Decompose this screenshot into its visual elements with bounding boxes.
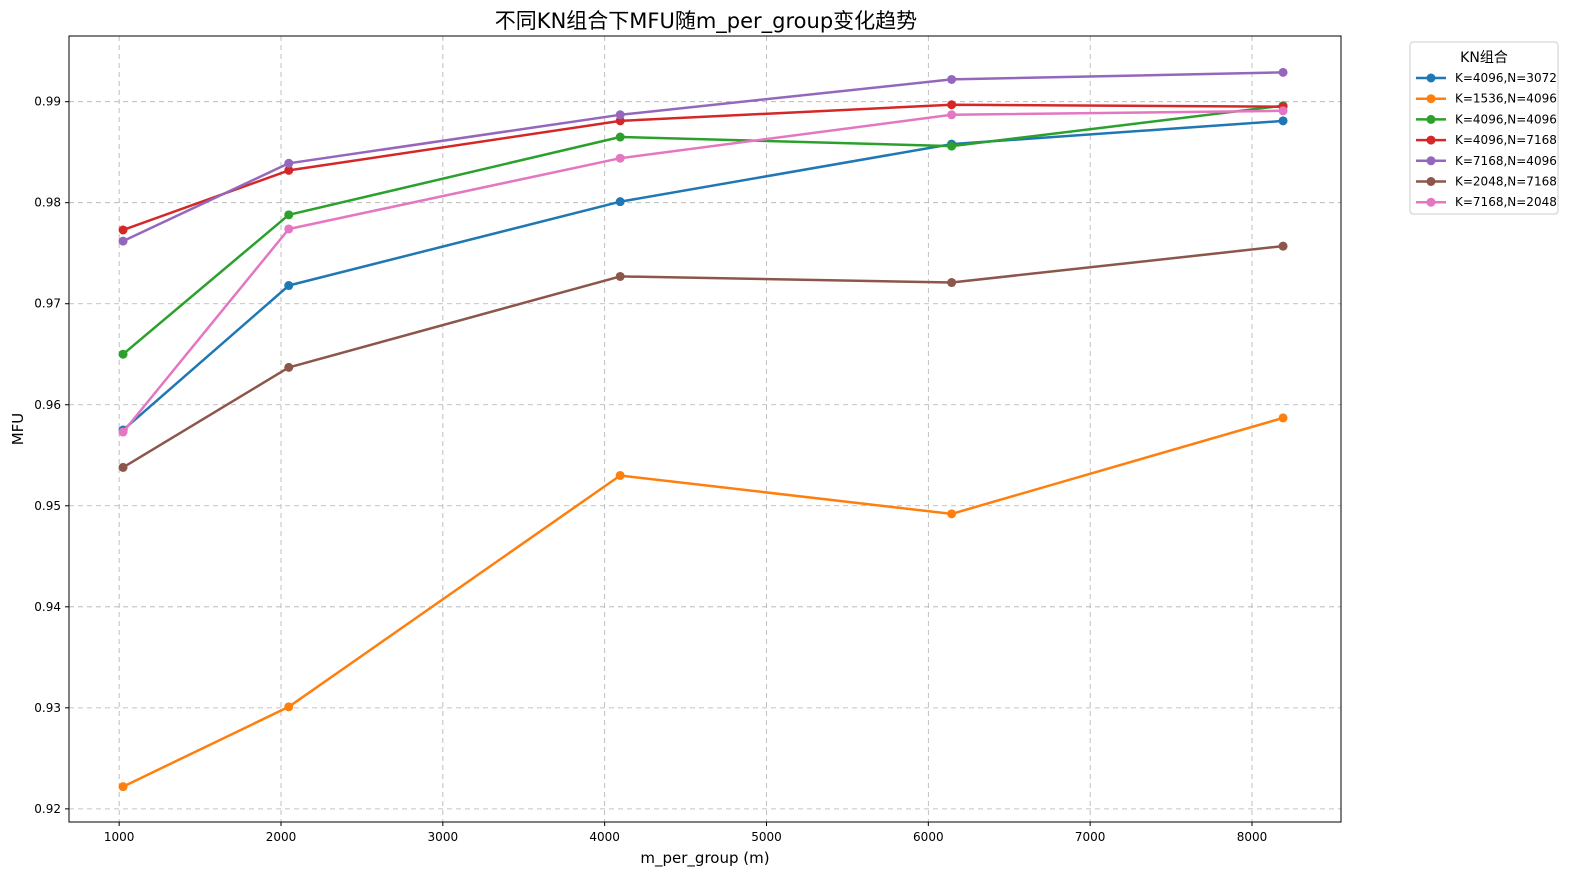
- x-tick-label: 1000: [104, 830, 135, 844]
- legend-item: K=2048,N=7168: [1416, 175, 1557, 189]
- series-line: [122, 244, 1284, 469]
- data-point: [284, 165, 294, 175]
- grid: [69, 36, 1341, 822]
- x-tick-label: 5000: [751, 830, 782, 844]
- data-point: [284, 158, 294, 168]
- data-point: [118, 349, 128, 359]
- legend-swatch-marker: [1426, 73, 1436, 83]
- data-point: [1278, 413, 1288, 423]
- data-point: [947, 100, 957, 110]
- legend-swatch-marker: [1426, 177, 1436, 186]
- series-3: [118, 101, 1288, 359]
- data-point: [1278, 67, 1288, 77]
- data-point: [284, 224, 294, 234]
- legend-label: K=7168,N=2048: [1455, 195, 1557, 209]
- data-point: [947, 141, 957, 151]
- legend-title: KN组合: [1460, 50, 1508, 66]
- y-axis: 0.92 0.93 0.94 0.95 0.96 0.97 0.98 0.99: [34, 95, 69, 816]
- series-line: [122, 71, 1284, 243]
- data-point: [947, 509, 957, 519]
- legend-item: K=1536,N=4096: [1416, 92, 1557, 106]
- y-tick-label: 0.96: [34, 398, 61, 412]
- data-point: [947, 110, 957, 120]
- y-tick-label: 0.92: [34, 802, 61, 816]
- legend-swatch-marker: [1426, 114, 1436, 124]
- legend-item: K=4096,N=7168: [1416, 133, 1557, 147]
- y-tick-label: 0.97: [34, 297, 61, 311]
- legend-item: K=4096,N=4096: [1416, 112, 1557, 126]
- data-point: [947, 278, 957, 288]
- legend-swatch-marker: [1426, 197, 1436, 207]
- legend-items: K=4096,N=3072 K=1536,N=4096 K=4096,N=4096 K…: [1416, 71, 1557, 209]
- legend-item: K=7168,N=4096: [1416, 154, 1557, 168]
- legend-swatch-marker: [1426, 156, 1436, 166]
- data-point: [947, 74, 957, 84]
- data-point: [615, 153, 625, 163]
- legend-frame: [1409, 41, 1559, 215]
- data-point: [118, 236, 128, 246]
- x-tick-label: 8000: [1237, 830, 1268, 844]
- data-point: [284, 362, 294, 372]
- data-point: [1278, 241, 1288, 251]
- series-line: [122, 119, 1284, 431]
- x-tick-label: 6000: [913, 830, 944, 844]
- data-point: [118, 427, 128, 437]
- series-5: [118, 67, 1288, 246]
- data-point: [615, 197, 625, 207]
- legend-label: K=4096,N=7168: [1455, 133, 1557, 147]
- data-point: [284, 702, 294, 712]
- data-point: [615, 110, 625, 120]
- data-point: [615, 470, 625, 480]
- series-line: [122, 109, 1284, 433]
- data-point: [615, 132, 625, 142]
- legend: KN组合 K=4096,N=3072K=1536,N=4096K=4096,N=…: [1409, 41, 1559, 215]
- x-axis: 1000 2000 3000 4000 5000 6000 7000 8000: [104, 822, 1267, 844]
- data-point: [118, 462, 128, 472]
- x-tick-label: 2000: [266, 830, 297, 844]
- y-axis-label: MFU: [9, 413, 27, 446]
- legend-swatch-marker: [1426, 94, 1436, 104]
- legend-label: K=1536,N=4096: [1455, 92, 1557, 106]
- chart-title: 不同KN组合下MFU随m_per_group变化趋势: [495, 9, 917, 34]
- data-point: [284, 210, 294, 220]
- data-point: [118, 225, 128, 235]
- y-tick-label: 0.95: [34, 499, 61, 513]
- legend-item: K=7168,N=2048: [1416, 195, 1557, 209]
- data-point: [615, 271, 625, 281]
- series-line: [122, 103, 1284, 232]
- series-2: [118, 413, 1288, 792]
- legend-swatch-marker: [1426, 135, 1436, 145]
- data-point: [1278, 116, 1288, 126]
- legend-label: K=7168,N=4096: [1455, 154, 1557, 168]
- legend-label: K=4096,N=4096: [1455, 112, 1557, 126]
- series-7: [118, 106, 1288, 437]
- legend-item: K=4096,N=3072: [1416, 71, 1557, 85]
- y-tick-label: 0.93: [34, 701, 61, 715]
- y-tick-label: 0.99: [34, 95, 61, 109]
- series-line: [122, 416, 1284, 788]
- x-axis-label: m_per_group (m): [640, 849, 769, 868]
- series-1: [118, 116, 1288, 435]
- x-tick-label: 3000: [428, 830, 459, 844]
- legend-label: K=4096,N=3072: [1455, 71, 1557, 85]
- series-line: [122, 104, 1284, 356]
- data-point: [284, 281, 294, 291]
- y-tick-label: 0.94: [34, 600, 61, 614]
- series-layer: [118, 67, 1288, 792]
- plot-frame: [68, 35, 1342, 823]
- x-tick-label: 7000: [1075, 830, 1106, 844]
- series-6: [118, 241, 1288, 472]
- data-point: [1278, 106, 1288, 116]
- x-tick-label: 4000: [589, 830, 620, 844]
- data-point: [118, 782, 128, 792]
- y-tick-label: 0.98: [34, 196, 61, 210]
- legend-label: K=2048,N=7168: [1455, 175, 1557, 189]
